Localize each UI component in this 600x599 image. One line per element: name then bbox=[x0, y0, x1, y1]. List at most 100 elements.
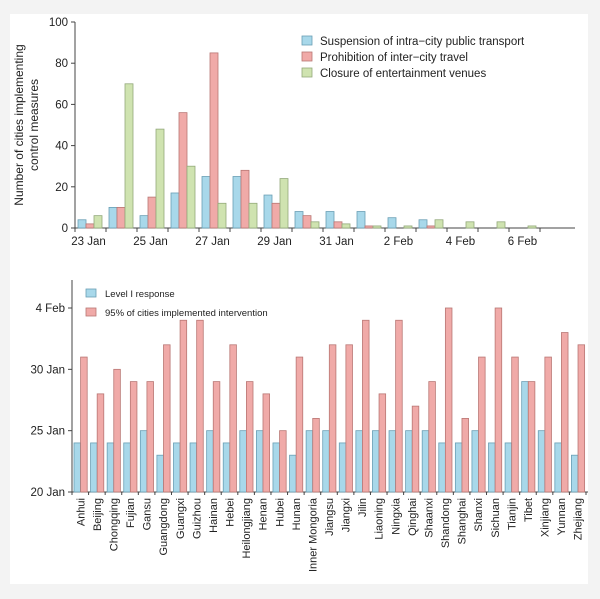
bottom-bar-level1 bbox=[139, 430, 148, 493]
bottom-bar-level1 bbox=[106, 442, 115, 493]
top-bar-venues bbox=[93, 215, 103, 229]
bottom-bar-level1 bbox=[438, 442, 446, 493]
bottom-bar-level1 bbox=[255, 430, 264, 493]
legend-label: Suspension of intra−city public transpor… bbox=[320, 36, 525, 48]
bottom-chart: 20 Jan 25 Jan 30 Jan 4 Feb Anhui Beijing Chon… bbox=[30, 280, 588, 572]
top-bar-venues bbox=[372, 225, 382, 229]
legend-label: Closure of entertainment venues bbox=[320, 68, 486, 80]
bottom-x-category-label: Yunnan bbox=[556, 498, 568, 535]
top-bar-transport bbox=[263, 194, 273, 229]
bottom-bar-level1 bbox=[289, 454, 297, 493]
bottom-bar-95pct bbox=[196, 319, 204, 493]
top-chart: 0 20 40 60 80 100 23 Jan 25 Jan 27 Jan 29 Jan 31 … bbox=[12, 17, 575, 248]
bottom-x-category-label: Hebei bbox=[225, 498, 237, 527]
top-y-tick-label: 100 bbox=[49, 17, 68, 29]
bottom-bar-level1 bbox=[405, 430, 413, 493]
bottom-bar-level1 bbox=[123, 442, 131, 493]
bottom-bar-95pct bbox=[328, 344, 337, 493]
top-y-axis: 0 20 40 60 80 100 bbox=[49, 17, 76, 235]
top-bar-venues bbox=[465, 221, 475, 229]
bottom-bar-level1 bbox=[372, 430, 380, 493]
bottom-x-category-label: Guangxi bbox=[175, 498, 187, 539]
top-bar-venues bbox=[403, 225, 413, 229]
bottom-x-category-label: Shanxi bbox=[473, 498, 485, 532]
bottom-bar-95pct bbox=[96, 393, 105, 493]
top-bar-travel bbox=[178, 112, 188, 229]
bottom-bar-95pct bbox=[163, 344, 171, 493]
bottom-x-category-label: Sichuan bbox=[490, 498, 502, 538]
top-bar-transport bbox=[387, 217, 397, 229]
bottom-x-category-label: Shanghai bbox=[457, 498, 469, 545]
bottom-bar-level1 bbox=[73, 442, 81, 493]
top-bar-travel bbox=[364, 225, 374, 229]
bottom-bar-95pct bbox=[262, 393, 270, 493]
bottom-x-category-label: Beijing bbox=[92, 498, 104, 531]
top-bar-transport bbox=[77, 219, 87, 229]
top-bar-transport bbox=[294, 211, 304, 229]
bottom-bar-95pct bbox=[428, 381, 436, 493]
bottom-bar-level1 bbox=[571, 454, 579, 493]
bottom-bar-95pct bbox=[444, 307, 453, 493]
bottom-y-axis: 20 Jan 25 Jan 30 Jan 4 Feb bbox=[30, 280, 73, 499]
top-bar-venues bbox=[527, 225, 537, 229]
top-bar-transport bbox=[170, 192, 180, 229]
bottom-bar-95pct bbox=[295, 356, 304, 493]
top-bar-travel bbox=[240, 169, 250, 229]
bottom-x-category-label: Tianjin bbox=[506, 498, 518, 530]
bottom-x-category-label: Henan bbox=[258, 498, 270, 530]
top-bar-travel bbox=[147, 196, 157, 229]
top-bar-transport bbox=[418, 219, 428, 229]
top-bars bbox=[77, 52, 537, 229]
top-bar-travel bbox=[209, 52, 219, 229]
bottom-bar-95pct bbox=[478, 356, 486, 493]
legend-swatch bbox=[301, 51, 313, 62]
bottom-x-category-label: Liaoning bbox=[374, 498, 386, 540]
top-x-tick-label: 4 Feb bbox=[446, 236, 475, 248]
bottom-y-tick-label: 25 Jan bbox=[30, 426, 65, 438]
top-bar-travel bbox=[85, 223, 95, 229]
bottom-bar-95pct bbox=[577, 344, 586, 493]
bottom-x-category-label: Ningxia bbox=[390, 497, 402, 535]
bottom-x-category-label: Jilin bbox=[357, 498, 369, 517]
legend-swatch bbox=[301, 35, 313, 46]
top-y-tick-label: 60 bbox=[55, 99, 68, 111]
top-bar-venues bbox=[124, 83, 134, 229]
bottom-bar-level1 bbox=[305, 430, 314, 493]
bottom-bar-95pct bbox=[527, 381, 536, 493]
top-y-axis-title-line-1: Number of cities implementing bbox=[12, 44, 26, 205]
bottom-bar-95pct bbox=[511, 356, 519, 493]
top-bar-travel bbox=[333, 221, 343, 229]
bottom-bar-level1 bbox=[521, 381, 529, 493]
bottom-y-tick-label: 20 Jan bbox=[30, 487, 65, 499]
bottom-bar-level1 bbox=[554, 442, 562, 493]
top-bar-venues bbox=[341, 223, 351, 229]
top-y-tick-label: 40 bbox=[55, 141, 68, 153]
bottom-bar-level1 bbox=[272, 442, 280, 493]
top-bar-venues bbox=[434, 219, 444, 229]
bottom-x-category-label: Hunan bbox=[291, 498, 303, 530]
bottom-bar-95pct bbox=[179, 319, 188, 493]
bottom-bar-95pct bbox=[113, 368, 121, 493]
bottom-bar-level1 bbox=[504, 442, 513, 493]
top-bar-travel bbox=[116, 206, 126, 229]
top-y-tick-label: 80 bbox=[55, 58, 68, 70]
top-x-tick-label: 29 Jan bbox=[257, 236, 292, 248]
bottom-bar-level1 bbox=[471, 430, 479, 493]
bottom-bar-level1 bbox=[322, 430, 330, 493]
top-x-tick-label: 23 Jan bbox=[71, 236, 106, 248]
bottom-bar-95pct bbox=[229, 344, 237, 493]
top-y-tick-label: 20 bbox=[55, 182, 68, 194]
bottom-bar-level1 bbox=[222, 442, 231, 493]
bottom-bar-95pct bbox=[561, 332, 569, 493]
bottom-y-tick-label: 4 Feb bbox=[36, 303, 65, 315]
bottom-bar-95pct bbox=[544, 356, 552, 493]
bottom-x-category-label: Qinghai bbox=[407, 498, 419, 536]
bottom-bar-level1 bbox=[90, 442, 98, 493]
top-bar-transport bbox=[325, 211, 335, 229]
top-x-tick-label: 2 Feb bbox=[384, 236, 413, 248]
bottom-bar-level1 bbox=[421, 430, 430, 493]
top-y-tick-label: 0 bbox=[62, 223, 68, 235]
bottom-bar-level1 bbox=[454, 442, 463, 493]
bottom-bar-95pct bbox=[395, 319, 403, 493]
bottom-bar-level1 bbox=[388, 430, 397, 493]
